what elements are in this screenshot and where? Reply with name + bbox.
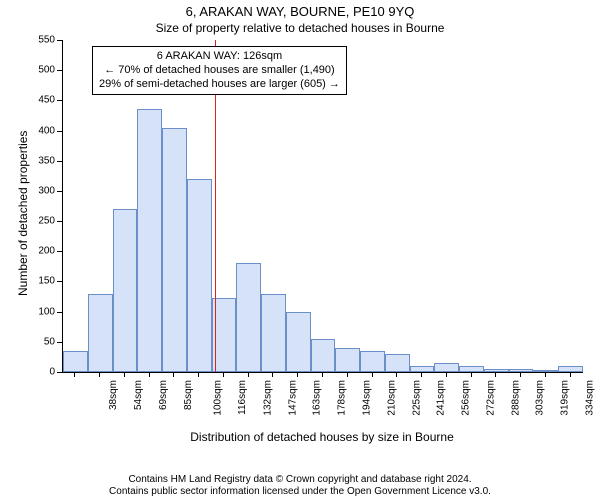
x-tick-label: 272sqm <box>485 380 496 416</box>
y-tick-mark <box>57 372 62 373</box>
y-tick-mark <box>57 251 62 252</box>
x-tick-label: 163sqm <box>312 380 323 416</box>
histogram-bar <box>533 370 558 372</box>
chart-container: 6, ARAKAN WAY, BOURNE, PE10 9YQ Size of … <box>0 0 600 500</box>
y-tick-label: 250 <box>25 216 55 227</box>
y-tick-mark <box>57 100 62 101</box>
histogram-bar <box>187 179 212 372</box>
y-tick-label: 500 <box>25 65 55 76</box>
y-tick-label: 100 <box>25 306 55 317</box>
x-tick-label: 38sqm <box>108 380 119 410</box>
histogram-bar <box>286 312 311 372</box>
x-tick-mark <box>545 372 546 377</box>
x-tick-mark <box>446 372 447 377</box>
x-tick-mark <box>173 372 174 377</box>
x-tick-mark <box>372 372 373 377</box>
histogram-bar <box>385 354 410 372</box>
y-tick-mark <box>57 191 62 192</box>
histogram-bar <box>360 351 385 372</box>
x-tick-label: 132sqm <box>263 380 274 416</box>
x-tick-label: 116sqm <box>237 380 248 415</box>
y-tick-mark <box>57 281 62 282</box>
x-tick-mark <box>396 372 397 377</box>
x-tick-label: 85sqm <box>183 380 194 410</box>
annotation-line3: 29% of semi-detached houses are larger (… <box>99 78 340 92</box>
x-tick-label: 54sqm <box>133 380 144 410</box>
y-tick-label: 400 <box>25 125 55 136</box>
x-tick-mark <box>99 372 100 377</box>
histogram-bar <box>335 348 360 372</box>
y-tick-label: 0 <box>25 367 55 378</box>
footer-attribution: Contains HM Land Registry data © Crown c… <box>0 474 600 498</box>
x-tick-mark <box>495 372 496 377</box>
y-tick-label: 150 <box>25 276 55 287</box>
y-tick-mark <box>57 40 62 41</box>
x-tick-label: 256sqm <box>461 380 472 416</box>
annotation-box: 6 ARAKAN WAY: 126sqm ← 70% of detached h… <box>92 46 347 95</box>
x-tick-label: 334sqm <box>584 380 595 416</box>
histogram-bar <box>434 363 459 372</box>
y-tick-mark <box>57 161 62 162</box>
x-tick-mark <box>347 372 348 377</box>
y-tick-label: 450 <box>25 95 55 106</box>
histogram-bar <box>261 294 286 372</box>
x-tick-mark <box>198 372 199 377</box>
annotation-line2: ← 70% of detached houses are smaller (1,… <box>99 64 340 78</box>
x-tick-mark <box>248 372 249 377</box>
x-tick-label: 225sqm <box>411 380 422 416</box>
y-tick-label: 550 <box>25 35 55 46</box>
histogram-bar <box>137 109 162 372</box>
chart-subtitle: Size of property relative to detached ho… <box>0 19 600 35</box>
x-tick-label: 288sqm <box>510 380 521 416</box>
histogram-bar <box>311 339 336 372</box>
x-tick-label: 241sqm <box>436 380 447 416</box>
x-tick-label: 69sqm <box>158 380 169 410</box>
y-tick-mark <box>57 221 62 222</box>
histogram-bar <box>63 351 88 372</box>
y-tick-mark <box>57 70 62 71</box>
y-tick-label: 200 <box>25 246 55 257</box>
x-tick-mark <box>322 372 323 377</box>
histogram-bar <box>459 366 484 372</box>
x-tick-label: 100sqm <box>213 380 224 416</box>
footer-line1: Contains HM Land Registry data © Crown c… <box>0 474 600 486</box>
histogram-bar <box>162 128 187 372</box>
x-tick-mark <box>520 372 521 377</box>
x-tick-label: 303sqm <box>535 380 546 416</box>
y-tick-label: 300 <box>25 185 55 196</box>
x-tick-mark <box>421 372 422 377</box>
x-tick-mark <box>272 372 273 377</box>
x-tick-mark <box>570 372 571 377</box>
histogram-bar <box>236 263 261 372</box>
x-tick-mark <box>74 372 75 377</box>
x-axis-label: Distribution of detached houses by size … <box>62 430 582 444</box>
x-tick-mark <box>223 372 224 377</box>
y-tick-mark <box>57 342 62 343</box>
x-tick-mark <box>471 372 472 377</box>
x-tick-label: 194sqm <box>362 380 373 416</box>
annotation-line1: 6 ARAKAN WAY: 126sqm <box>99 50 340 64</box>
x-tick-label: 147sqm <box>287 380 298 416</box>
x-tick-mark <box>297 372 298 377</box>
y-tick-mark <box>57 312 62 313</box>
x-tick-label: 178sqm <box>337 380 348 416</box>
y-tick-mark <box>57 131 62 132</box>
x-tick-mark <box>149 372 150 377</box>
histogram-bar <box>88 294 113 372</box>
chart-title: 6, ARAKAN WAY, BOURNE, PE10 9YQ <box>0 0 600 19</box>
x-tick-label: 319sqm <box>560 380 571 416</box>
histogram-bar <box>113 209 138 372</box>
x-tick-mark <box>124 372 125 377</box>
footer-line2: Contains public sector information licen… <box>0 486 600 498</box>
y-tick-label: 50 <box>25 336 55 347</box>
histogram-bar <box>558 366 583 372</box>
y-tick-label: 350 <box>25 155 55 166</box>
x-tick-label: 210sqm <box>386 380 397 416</box>
